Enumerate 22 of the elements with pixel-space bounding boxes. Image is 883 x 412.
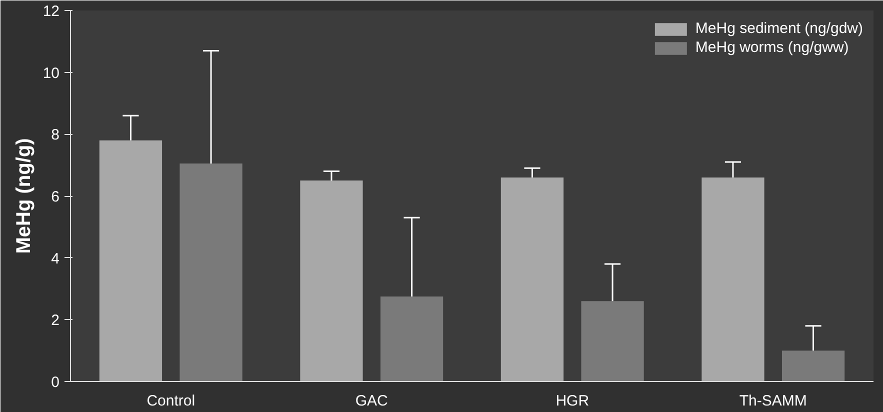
legend-label: MeHg worms (ng/gww) <box>695 39 849 56</box>
bar <box>99 140 162 382</box>
y-tick-label: 2 <box>51 312 60 330</box>
y-tick-label: 8 <box>51 126 60 144</box>
x-tick-label: Control <box>146 392 196 410</box>
x-tick-label: Th-SAMM <box>739 392 807 410</box>
x-tick-label: HGR <box>556 392 590 410</box>
y-tick-label: 4 <box>51 250 60 268</box>
y-tick-label: 6 <box>51 188 60 206</box>
bar <box>300 180 363 382</box>
y-axis-title: MeHg (ng/g) <box>12 138 35 254</box>
y-tick-label: 10 <box>42 64 60 82</box>
x-tick-label: GAC <box>355 392 388 410</box>
legend-label: MeHg sediment (ng/gdw) <box>695 20 863 37</box>
bar <box>500 177 564 382</box>
bar <box>702 177 764 382</box>
bar <box>782 350 845 382</box>
bar <box>180 164 242 382</box>
y-tick-label: 12 <box>42 3 60 20</box>
bar <box>380 296 444 382</box>
y-tick-label: 0 <box>51 374 60 391</box>
bar <box>581 301 644 382</box>
